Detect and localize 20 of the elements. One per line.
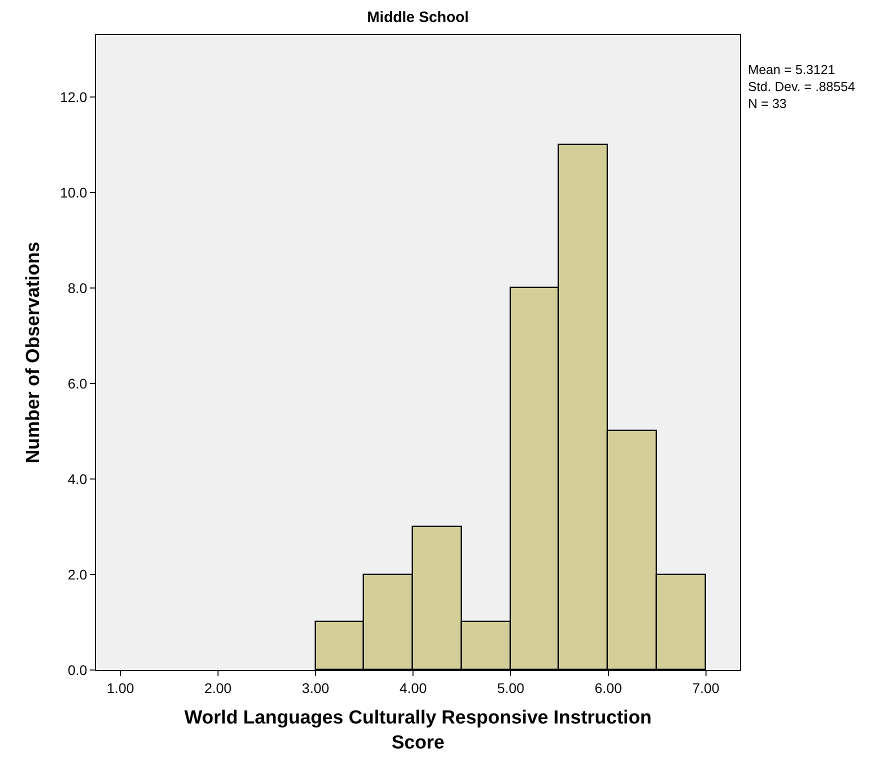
y-tick-label: 6.0 — [68, 375, 88, 392]
chart-title: Middle School — [367, 9, 469, 26]
y-tick-label: 0.0 — [68, 662, 88, 678]
x-tick-label: 5.00 — [497, 680, 525, 696]
x-tick-label: 2.00 — [204, 680, 232, 696]
x-tick-label: 4.00 — [399, 680, 427, 696]
x-axis-title: World Languages Culturally Responsive Instruction Score — [184, 708, 652, 754]
y-tick-label: 8.0 — [68, 280, 88, 296]
y-axis-title: Number of Observations — [22, 242, 44, 464]
y-tick-label: 12.0 — [60, 88, 88, 105]
x-tick-label: 3.00 — [302, 680, 330, 696]
y-tick-label: 2.0 — [68, 566, 88, 582]
text: N = 33 — [748, 96, 787, 111]
x-tick-label: 6.00 — [594, 680, 622, 696]
y-tick-label: 4.0 — [68, 470, 88, 487]
x-tick-label: 7.00 — [692, 680, 720, 696]
text: Std. Dev. = .88554 — [748, 78, 856, 94]
text: Mean = 5.3121 — [748, 62, 836, 77]
x-tick-label: 1.00 — [106, 680, 134, 696]
y-tick-label: 10.0 — [60, 184, 88, 200]
